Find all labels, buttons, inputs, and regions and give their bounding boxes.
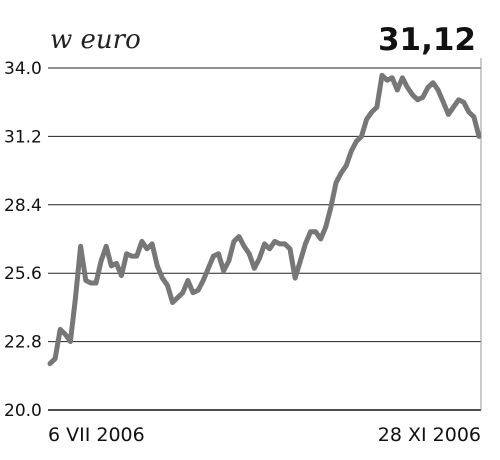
price-series-line <box>47 72 482 367</box>
y-tick-label: 28.4 <box>4 196 42 216</box>
last-value-label: 31,12 <box>378 22 476 58</box>
y-axis-tick-labels: 34.0 31.2 28.4 25.6 22.8 20.0 <box>4 59 42 421</box>
x-start-date-label: 6 VII 2006 <box>48 424 145 446</box>
y-tick-label: 31.2 <box>4 127 42 147</box>
y-tick-label: 22.8 <box>4 333 42 353</box>
y-tick-label: 25.6 <box>4 264 42 284</box>
unit-label: w euro <box>50 25 141 55</box>
y-tick-label: 20.0 <box>4 401 42 421</box>
y-tick-label: 34.0 <box>4 59 42 79</box>
chart-grid <box>48 67 481 411</box>
x-end-date-label: 28 XI 2006 <box>378 424 481 446</box>
